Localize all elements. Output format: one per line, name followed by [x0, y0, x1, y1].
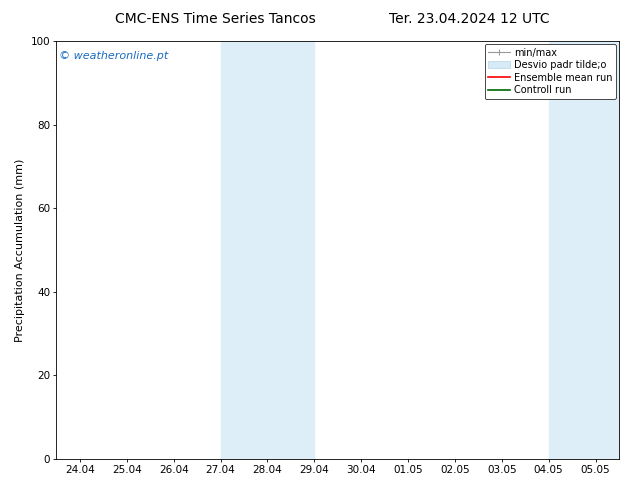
- Legend: min/max, Desvio padr tilde;o, Ensemble mean run, Controll run: min/max, Desvio padr tilde;o, Ensemble m…: [484, 44, 616, 99]
- Text: CMC-ENS Time Series Tancos: CMC-ENS Time Series Tancos: [115, 12, 316, 26]
- Text: © weatheronline.pt: © weatheronline.pt: [59, 51, 169, 61]
- Bar: [548, 41, 619, 459]
- Bar: [221, 41, 314, 459]
- Text: Ter. 23.04.2024 12 UTC: Ter. 23.04.2024 12 UTC: [389, 12, 550, 26]
- Y-axis label: Precipitation Accumulation (mm): Precipitation Accumulation (mm): [15, 158, 25, 342]
